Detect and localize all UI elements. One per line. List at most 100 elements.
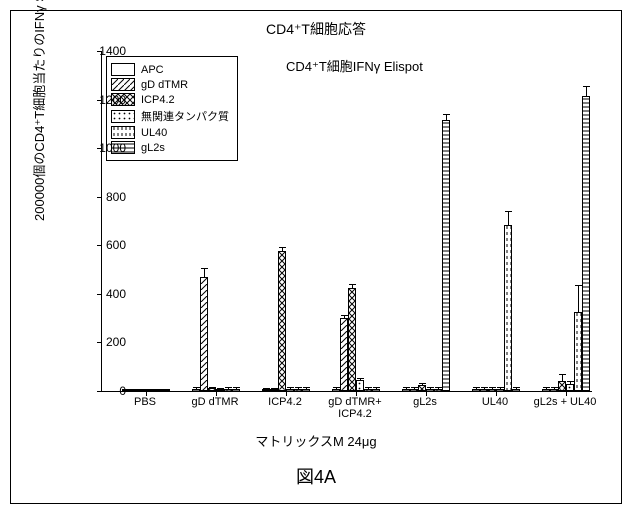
y-tick-label: 800: [106, 190, 126, 204]
error-cap: [513, 387, 520, 388]
y-tick: [97, 197, 102, 198]
bar: [356, 380, 364, 391]
y-tick: [97, 342, 102, 343]
figure-container: CD4⁺T細胞応答 CD4⁺T細胞IFNγ Elispot 200000個のCD…: [10, 10, 622, 504]
y-tick: [97, 245, 102, 246]
error-cap: [333, 387, 340, 388]
bar: [192, 389, 200, 391]
legend-label: gL2s: [141, 142, 165, 154]
bar: [512, 389, 520, 391]
bar: [480, 389, 488, 391]
error-cap: [131, 389, 138, 390]
y-tick: [97, 294, 102, 295]
error-cap: [271, 388, 278, 389]
y-tick-label: 600: [106, 238, 126, 252]
legend-item: 無関連タンパク質: [111, 108, 229, 124]
error-cap: [147, 389, 154, 390]
error-bar: [508, 211, 509, 224]
error-cap: [481, 387, 488, 388]
bar: [216, 389, 224, 391]
error-cap: [295, 387, 302, 388]
bar: [488, 389, 496, 391]
bar: [302, 389, 310, 391]
error-bar: [204, 268, 205, 277]
legend-label: ICP4.2: [141, 94, 175, 106]
bar: [566, 384, 574, 391]
error-cap: [575, 285, 582, 286]
error-bar: [586, 86, 587, 96]
bar: [340, 318, 348, 391]
error-cap: [341, 315, 348, 316]
bar: [542, 389, 550, 391]
y-axis-label: 200000個のCD4⁺T細胞当たりのIFNγ SFU: [29, 0, 48, 221]
bar: [224, 389, 232, 391]
error-cap: [193, 387, 200, 388]
bar: [286, 389, 294, 391]
x-tick-label: UL40: [482, 396, 508, 408]
error-cap: [473, 387, 480, 388]
error-cap: [559, 374, 566, 375]
bar: [418, 385, 426, 391]
x-tick-label: gL2s: [413, 396, 437, 408]
legend-swatch: [111, 126, 135, 139]
error-cap: [155, 389, 162, 390]
legend-swatch: [111, 110, 135, 123]
error-cap: [225, 387, 232, 388]
error-cap: [365, 387, 372, 388]
bar: [582, 96, 590, 391]
error-cap: [357, 378, 364, 379]
legend-swatch: [111, 78, 135, 91]
legend-item: gD dTMR: [111, 78, 229, 91]
bar: [372, 389, 380, 391]
error-cap: [287, 387, 294, 388]
y-tick-label: 0: [119, 384, 126, 398]
bar: [402, 389, 410, 391]
bar: [410, 389, 418, 391]
error-cap: [583, 86, 590, 87]
bar: [442, 120, 450, 391]
error-cap: [411, 387, 418, 388]
bar: [550, 389, 558, 391]
bar: [208, 388, 216, 391]
error-cap: [551, 387, 558, 388]
y-tick-label: 400: [106, 287, 126, 301]
bar: [434, 389, 442, 391]
y-tick-label: 200: [106, 335, 126, 349]
bar: [574, 312, 582, 391]
legend-label: 無関連タンパク質: [141, 108, 229, 124]
x-tick-label: gD dTMR: [191, 396, 238, 408]
bar: [472, 389, 480, 391]
error-cap: [567, 381, 574, 382]
error-cap: [543, 387, 550, 388]
bar: [332, 389, 340, 391]
error-cap: [497, 387, 504, 388]
bar: [262, 389, 270, 391]
error-cap: [263, 388, 270, 389]
chart-title: CD4⁺T細胞応答: [11, 19, 621, 39]
error-cap: [209, 387, 216, 388]
y-tick-label: 1000: [99, 141, 126, 155]
error-cap: [443, 114, 450, 115]
error-cap: [505, 211, 512, 212]
error-cap: [373, 387, 380, 388]
bar: [558, 381, 566, 391]
y-tick-label: 1400: [99, 44, 126, 58]
error-cap: [303, 387, 310, 388]
error-cap: [139, 389, 146, 390]
bar: [278, 251, 286, 391]
error-cap: [427, 387, 434, 388]
error-cap: [163, 389, 170, 390]
error-cap: [403, 387, 410, 388]
error-cap: [233, 387, 240, 388]
y-tick-label: 1200: [99, 93, 126, 107]
error-cap: [201, 268, 208, 269]
legend-item: UL40: [111, 126, 229, 139]
error-cap: [349, 284, 356, 285]
x-tick-label: PBS: [134, 396, 156, 408]
error-cap: [489, 387, 496, 388]
legend-item: gL2s: [111, 141, 229, 154]
bar: [200, 277, 208, 391]
legend-label: gD dTMR: [141, 79, 188, 91]
bar: [232, 389, 240, 391]
bar: [504, 225, 512, 391]
